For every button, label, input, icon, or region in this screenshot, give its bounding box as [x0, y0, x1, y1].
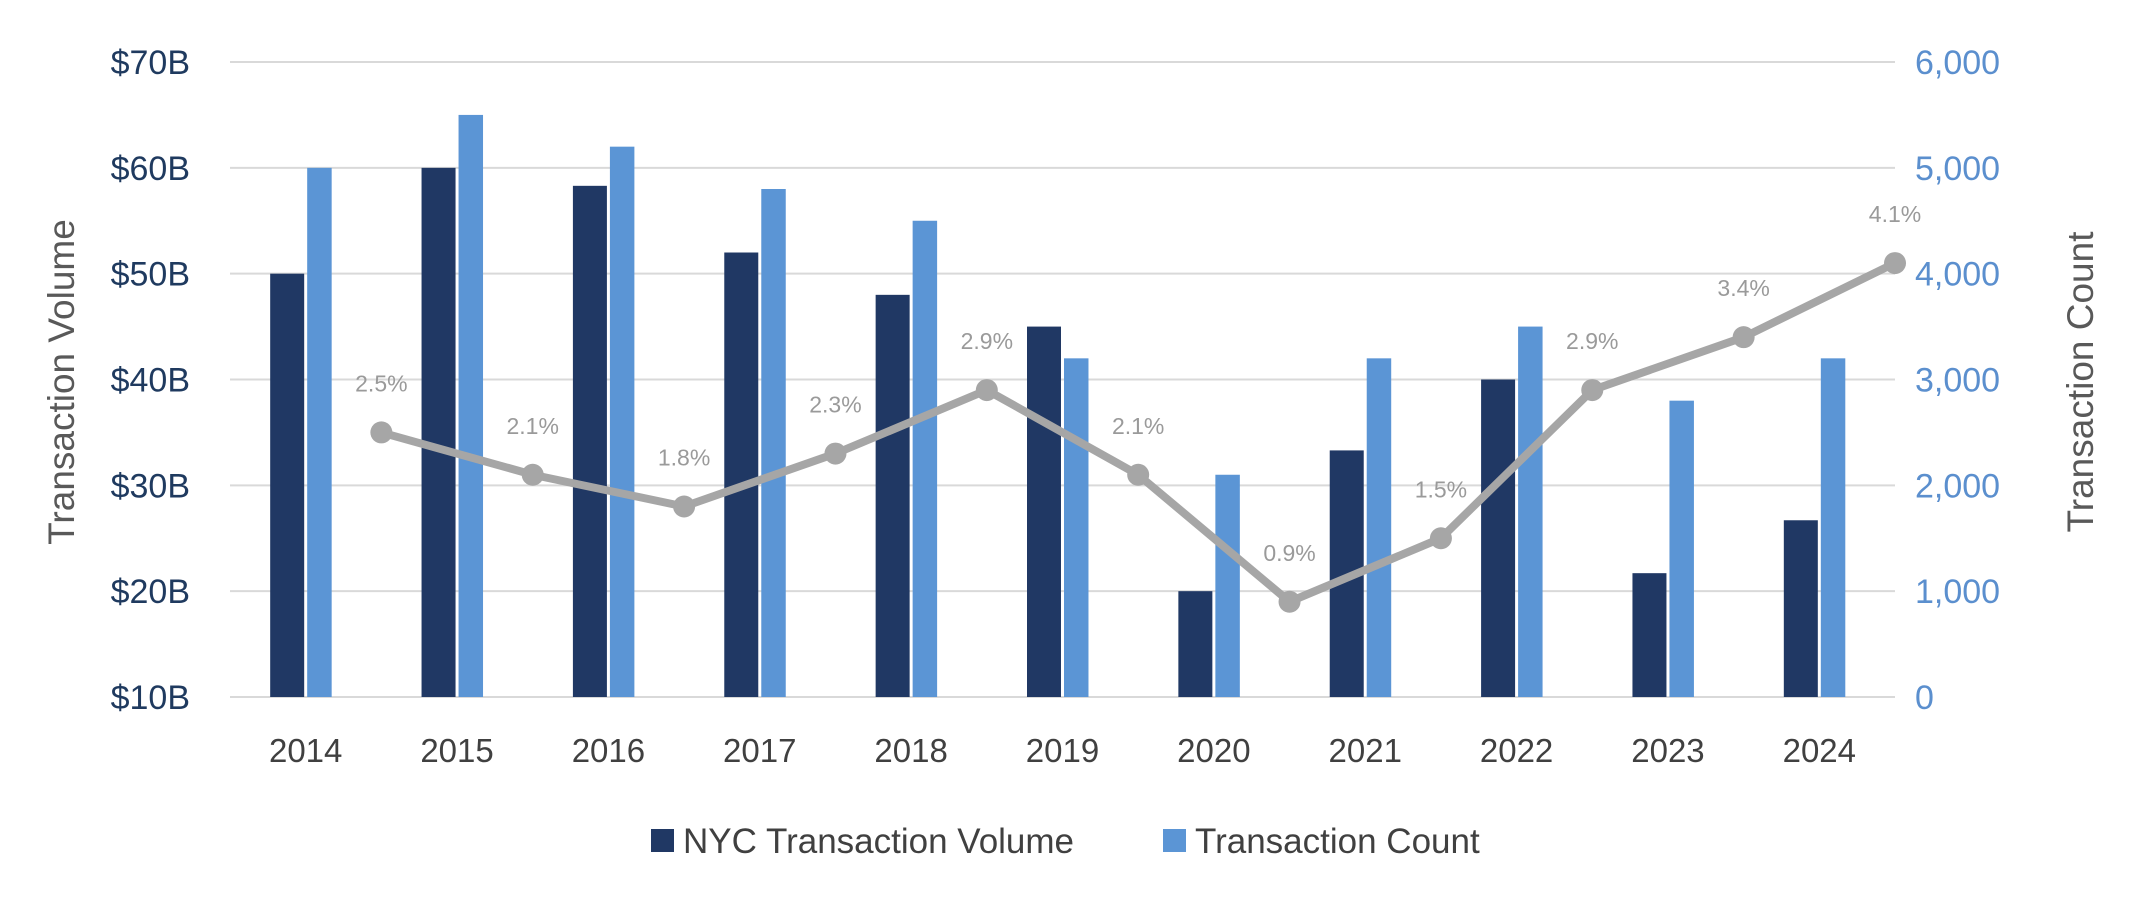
x-tick-label: 2021 — [1329, 732, 1402, 769]
grid-lines — [230, 61, 1895, 698]
left-axis-ticks: $10B $20B $30B $40B $50B $60B $70B — [111, 44, 190, 717]
x-tick-label: 2019 — [1026, 732, 1099, 769]
left-tick-label: $20B — [111, 573, 190, 611]
bar-count-2023 — [1669, 400, 1694, 697]
bar-count-2017 — [761, 189, 786, 697]
x-tick-label: 2023 — [1631, 732, 1704, 769]
bar-volume-2024 — [1783, 520, 1818, 697]
rate-point-2021 — [1429, 527, 1452, 550]
left-tick-label: $40B — [111, 362, 190, 400]
rate-label: 2.1% — [507, 413, 559, 439]
rate-point-2015 — [521, 463, 544, 486]
bar-volume-2023 — [1632, 573, 1667, 697]
left-tick-label: $50B — [111, 256, 190, 294]
legend: NYC Transaction Volume Transaction Count — [651, 822, 1480, 861]
rate-point-2020 — [1278, 590, 1301, 613]
legend-label-volume: NYC Transaction Volume — [683, 822, 1074, 861]
rate-label: 2.5% — [355, 370, 407, 396]
right-tick-label: 2,000 — [1915, 467, 2000, 505]
rate-point-2019 — [1127, 463, 1150, 486]
x-tick-label: 2018 — [874, 732, 947, 769]
x-tick-label: 2022 — [1480, 732, 1553, 769]
right-tick-label: 5,000 — [1915, 150, 2000, 188]
legend-label-count: Transaction Count — [1195, 822, 1480, 861]
rate-point-2016 — [673, 495, 696, 518]
bar-count-2024 — [1820, 358, 1846, 697]
bar-volume-2022 — [1481, 379, 1516, 697]
bar-volume-2017 — [724, 252, 759, 697]
right-tick-label: 0 — [1915, 679, 1934, 717]
left-tick-label: $10B — [111, 679, 190, 717]
rate-point-2014 — [370, 421, 393, 444]
bar-count-2015 — [458, 114, 484, 697]
x-tick-label: 2016 — [572, 732, 645, 769]
bar-volume-2020 — [1178, 591, 1213, 697]
legend-swatch-count — [1163, 829, 1186, 852]
x-tick-label: 2014 — [269, 732, 342, 769]
bar-volume-2019 — [1027, 326, 1061, 697]
rate-point-2024 — [1884, 252, 1906, 275]
rate-label: 1.8% — [658, 445, 710, 471]
rate-line: 2.5% 2.1% 1.8% 2.3% 2.9% 2.1% 0.9% 1.5% 2.9% 3.4%… — [355, 201, 1921, 613]
rate-label: 0.9% — [1263, 540, 1315, 566]
bars — [270, 114, 1846, 698]
x-axis-ticks: 2014 2015 2016 2017 2018 2019 2020 2021 2022 2023… — [269, 732, 1856, 769]
x-tick-label: 2017 — [723, 732, 796, 769]
bar-count-2020 — [1215, 474, 1240, 697]
bar-count-2016 — [609, 146, 635, 697]
rate-label: 2.3% — [809, 392, 861, 418]
rate-label: 3.4% — [1717, 275, 1769, 301]
rate-label: 2.9% — [1566, 328, 1618, 354]
bar-volume-2014 — [270, 273, 305, 697]
bar-count-2018 — [912, 220, 938, 697]
rate-label: 2.9% — [961, 328, 1013, 354]
left-tick-label: $30B — [111, 467, 190, 505]
bar-count-2022 — [1518, 326, 1543, 697]
bar-count-2014 — [307, 167, 332, 698]
right-tick-label: 6,000 — [1915, 44, 2000, 82]
x-tick-label: 2015 — [420, 732, 493, 769]
rate-point-2022 — [1581, 379, 1604, 402]
rate-label: 1.5% — [1415, 476, 1467, 502]
bar-count-2021 — [1366, 358, 1392, 697]
rate-label: 2.1% — [1112, 413, 1164, 439]
right-tick-label: 3,000 — [1915, 362, 2000, 400]
rate-point-2017 — [824, 442, 847, 465]
rate-point-2018 — [975, 379, 998, 402]
legend-swatch-volume — [651, 829, 674, 852]
x-tick-label: 2024 — [1783, 732, 1856, 769]
bar-volume-2018 — [875, 294, 910, 697]
right-axis-ticks: 0 1,000 2,000 3,000 4,000 5,000 6,000 — [1915, 44, 2000, 717]
left-axis-title: Transaction Volume — [41, 219, 82, 545]
bar-volume-2015 — [421, 167, 456, 698]
x-tick-label: 2020 — [1177, 732, 1250, 769]
bar-volume-2016 — [572, 185, 607, 697]
right-axis-title: Transaction Count — [2060, 231, 2101, 533]
right-tick-label: 4,000 — [1915, 256, 2000, 294]
right-tick-label: 1,000 — [1915, 573, 2000, 611]
left-tick-label: $60B — [111, 150, 190, 188]
left-tick-label: $70B — [111, 44, 190, 82]
bar-count-2019 — [1064, 358, 1089, 697]
rate-point-2023 — [1732, 326, 1755, 349]
rate-label: 4.1% — [1869, 201, 1921, 227]
